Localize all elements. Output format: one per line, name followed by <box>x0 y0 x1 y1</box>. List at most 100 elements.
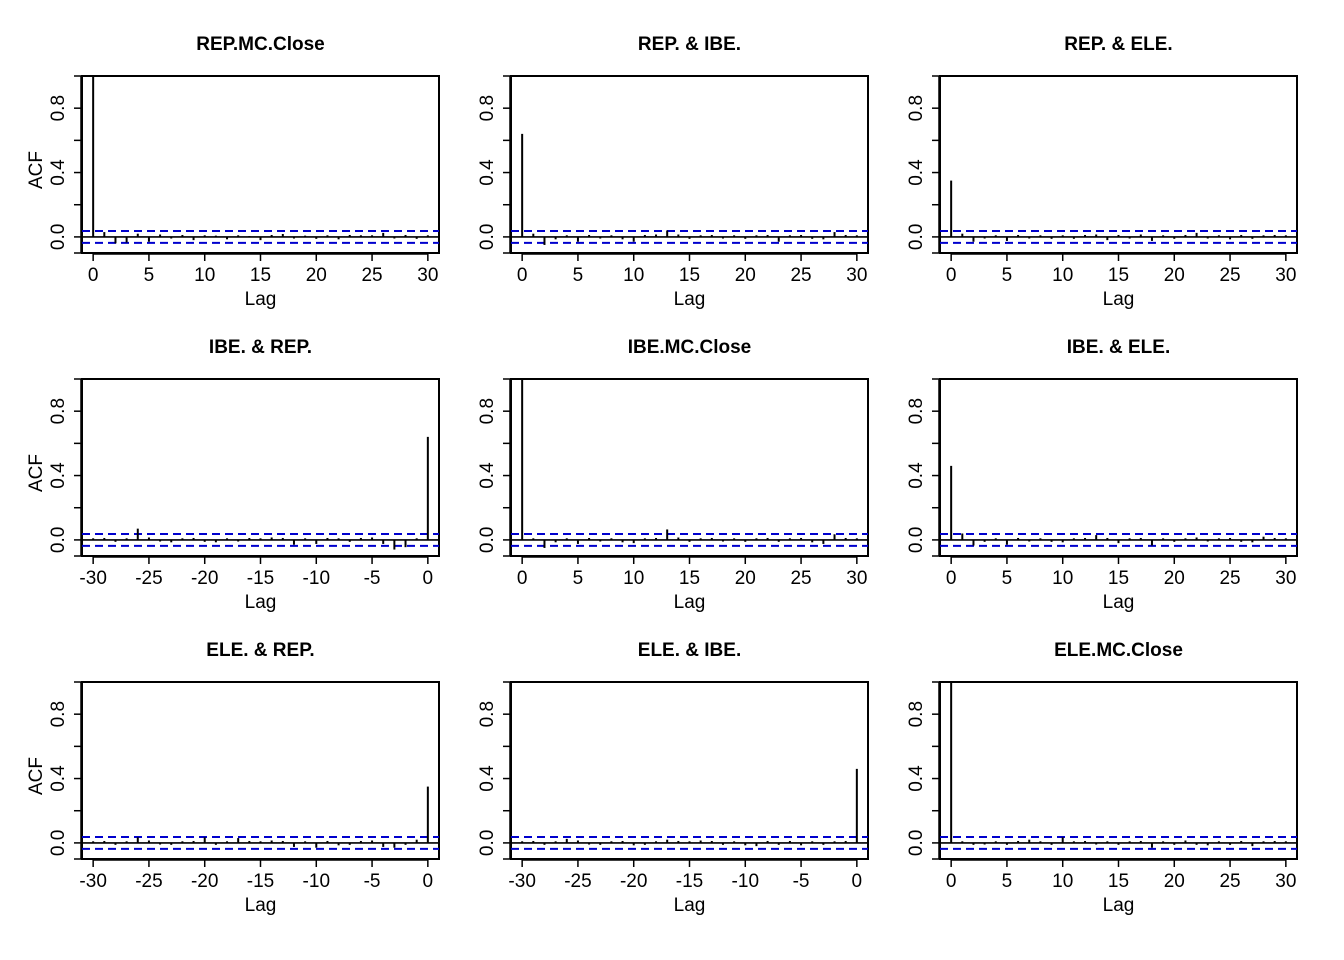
y-tick-label: 0.0 <box>48 224 69 250</box>
y-tick-label: 0.8 <box>477 95 498 121</box>
y-tick-label: 0.8 <box>48 95 69 121</box>
y-tick-label: 0.0 <box>48 830 69 856</box>
plot-frame <box>81 378 440 557</box>
y-tick-label: 0.4 <box>906 462 927 489</box>
plot-frame <box>510 681 869 860</box>
panel-title: REP.MC.Close <box>196 34 324 55</box>
y-tick-label: 0.4 <box>477 159 498 186</box>
x-tick-label: -20 <box>620 871 647 892</box>
x-tick-label: -25 <box>135 568 162 589</box>
y-tick-label: 0.4 <box>906 159 927 186</box>
x-tick-label: 15 <box>679 265 700 286</box>
y-tick-label: 0.8 <box>477 701 498 727</box>
y-axis-label: ACF <box>26 151 47 189</box>
x-tick-label: 0 <box>946 568 957 589</box>
x-tick-label: -15 <box>247 568 274 589</box>
x-tick-label: 15 <box>250 265 271 286</box>
x-tick-label: 20 <box>1164 568 1185 589</box>
x-tick-label: 5 <box>1002 871 1013 892</box>
panel-title: IBE. & ELE. <box>1067 337 1170 358</box>
acf-panel-5: IBE.MC.Close 0 5 10 15 20 25 30 Lag 0.0 0.4 0.8 <box>477 337 869 613</box>
x-tick-label: 30 <box>1275 265 1296 286</box>
panel-title: REP. & ELE. <box>1064 34 1172 55</box>
acf-panel-3: REP. & ELE. 0 5 10 15 20 25 30 Lag 0.0 0.4 0.8 <box>906 34 1298 310</box>
y-tick-label: 0.0 <box>906 527 927 553</box>
y-tick-label: 0.4 <box>477 462 498 489</box>
x-tick-label: 15 <box>679 568 700 589</box>
x-tick-label: -30 <box>79 871 106 892</box>
x-tick-label: 0 <box>423 568 434 589</box>
x-tick-label: -10 <box>303 871 330 892</box>
y-tick-label: 0.0 <box>906 224 927 250</box>
plot-frame <box>81 681 440 860</box>
x-tick-label: 0 <box>946 871 957 892</box>
x-tick-label: 20 <box>735 568 756 589</box>
y-tick-label: 0.0 <box>906 830 927 856</box>
y-tick-label: 0.4 <box>48 462 69 489</box>
x-tick-label: 20 <box>306 265 327 286</box>
acf-panel-8: ELE. & IBE. -30 -25 -20 -15 -10 -5 0 Lag 0.0 0.4 0.… <box>477 640 869 916</box>
plot-frame <box>510 75 869 254</box>
y-tick-label: 0.8 <box>906 398 927 424</box>
x-tick-label: 0 <box>423 871 434 892</box>
x-tick-label: 20 <box>735 265 756 286</box>
acf-panel-1: REP.MC.Close 0 5 10 15 20 25 30 Lag 0.0 0.4 0.8 ACF <box>26 34 440 310</box>
x-tick-label: 25 <box>790 568 811 589</box>
x-axis-label: Lag <box>1103 289 1135 310</box>
x-tick-label: 5 <box>1002 265 1013 286</box>
panel-title: ELE. & IBE. <box>638 640 741 661</box>
y-tick-label: 0.8 <box>477 398 498 424</box>
panel-title: ELE. & REP. <box>206 640 314 661</box>
x-tick-label: 0 <box>88 265 99 286</box>
x-tick-label: 0 <box>852 871 863 892</box>
x-tick-label: -15 <box>676 871 703 892</box>
x-tick-label: 10 <box>194 265 215 286</box>
y-tick-label: 0.0 <box>477 830 498 856</box>
plot-frame <box>939 75 1298 254</box>
x-tick-label: 30 <box>417 265 438 286</box>
x-tick-label: -15 <box>247 871 274 892</box>
x-tick-label: 25 <box>1219 568 1240 589</box>
x-tick-label: 10 <box>623 568 644 589</box>
x-tick-label: -5 <box>364 568 381 589</box>
x-tick-label: 10 <box>623 265 644 286</box>
y-tick-label: 0.8 <box>48 398 69 424</box>
acf-panel-7: ELE. & REP. -30 -25 -20 -15 -10 -5 0 Lag 0.0 0.4 0.… <box>26 640 440 916</box>
x-tick-label: 30 <box>1275 568 1296 589</box>
x-axis-label: Lag <box>674 592 706 613</box>
x-axis-label: Lag <box>245 289 277 310</box>
x-tick-label: -5 <box>793 871 810 892</box>
acf-panel-9: ELE.MC.Close 0 5 10 15 20 25 30 Lag 0.0 0.4 0.8 <box>906 640 1298 916</box>
x-axis-label: Lag <box>1103 592 1135 613</box>
plot-frame <box>510 378 869 557</box>
x-tick-label: 10 <box>1052 568 1073 589</box>
x-tick-label: 20 <box>1164 265 1185 286</box>
x-tick-label: 5 <box>1002 568 1013 589</box>
y-tick-label: 0.8 <box>906 95 927 121</box>
plot-frame <box>939 378 1298 557</box>
y-tick-label: 0.0 <box>48 527 69 553</box>
x-tick-label: -30 <box>508 871 535 892</box>
x-tick-label: 0 <box>517 265 528 286</box>
x-tick-label: 25 <box>1219 871 1240 892</box>
x-tick-label: -30 <box>79 568 106 589</box>
x-tick-label: 10 <box>1052 265 1073 286</box>
plot-frame <box>81 75 440 254</box>
y-tick-label: 0.8 <box>48 701 69 727</box>
x-tick-label: 30 <box>846 265 867 286</box>
y-tick-label: 0.4 <box>906 765 927 792</box>
x-tick-label: 5 <box>573 265 584 286</box>
panel-title: ELE.MC.Close <box>1054 640 1183 661</box>
acf-panel-4: IBE. & REP. -30 -25 -20 -15 -10 -5 0 Lag 0.0 0.4 0.… <box>26 337 440 613</box>
y-tick-label: 0.4 <box>477 765 498 792</box>
x-tick-label: 30 <box>846 568 867 589</box>
panel-title: IBE. & REP. <box>209 337 312 358</box>
x-axis-label: Lag <box>245 895 277 916</box>
acf-panel-2: REP. & IBE. 0 5 10 15 20 25 30 Lag 0.0 0.4 0.8 <box>477 34 869 310</box>
x-tick-label: -10 <box>303 568 330 589</box>
y-tick-label: 0.0 <box>477 224 498 250</box>
x-tick-label: 5 <box>144 265 155 286</box>
x-tick-label: 30 <box>1275 871 1296 892</box>
x-tick-label: 25 <box>790 265 811 286</box>
